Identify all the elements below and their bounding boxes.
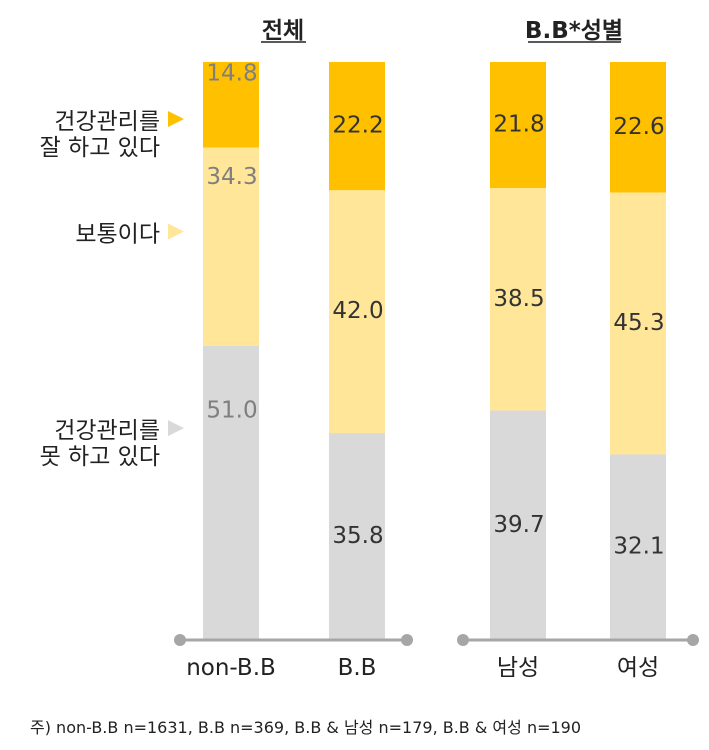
- value-label-2-1: 35.8: [332, 523, 383, 549]
- value-label-1-3: 45.3: [613, 310, 664, 336]
- category-label-non-b-b-0: non-B.B: [186, 655, 276, 681]
- group-title-total: 전체: [262, 18, 304, 44]
- series-label-0-line-0: 건강관리를: [54, 109, 160, 135]
- series-label-2-line-0: 건강관리를: [54, 418, 160, 444]
- bar-segment-1-3: [610, 192, 666, 455]
- category-label-cat-2: 남성: [497, 655, 539, 681]
- value-label-0-1: 22.2: [332, 113, 383, 139]
- bar-segment-1-1: [329, 190, 385, 434]
- series-label-2-line-1: 못 하고 있다: [40, 444, 160, 470]
- axis-dot-0-1: [401, 634, 413, 646]
- footnote: 주) non-B.B n=1631, B.B n=369, B.B & 남성 n…: [30, 718, 582, 737]
- value-label-0-3: 22.6: [613, 114, 664, 140]
- bar-segment-2-1: [329, 433, 385, 640]
- axis-dot-1-1: [687, 634, 699, 646]
- category-label-b-b-1: B.B: [338, 655, 377, 681]
- bar-segment-0-0: [203, 62, 259, 148]
- bar-segment-2-0: [203, 345, 259, 641]
- series-arrow-0: [168, 111, 184, 127]
- value-label-2-0: 51.0: [206, 397, 257, 423]
- value-label-0-0: 14.8: [206, 61, 257, 87]
- value-label-2-2: 39.7: [493, 512, 544, 538]
- bar-segment-2-3: [610, 454, 666, 640]
- axes-layer: non-B.B B.B 남성 여성: [174, 634, 699, 681]
- group-title-bb-gender: B.B*성별: [525, 18, 623, 44]
- bar-segment-2-2: [490, 410, 546, 640]
- series-label-0-line-1: 잘 하고 있다: [40, 135, 160, 161]
- value-label-0-2: 21.8: [493, 112, 544, 138]
- bar-segment-1-0: [203, 147, 259, 346]
- bar-segment-0-2: [490, 62, 546, 189]
- axis-dot-0-0: [174, 634, 186, 646]
- bars-layer: [203, 62, 666, 641]
- series-arrow-1: [168, 223, 184, 240]
- bar-segment-0-1: [329, 62, 385, 191]
- value-label-1-2: 38.5: [493, 286, 544, 312]
- bar-segment-1-2: [490, 188, 546, 411]
- axis-dot-1-0: [457, 634, 469, 646]
- labels-layer: 14.8 34.3 51.0 22.2 42.0 35.8 21.8 38.5 39.7 22.6…: [40, 61, 665, 560]
- bar-segment-0-3: [610, 62, 666, 193]
- value-label-1-0: 34.3: [206, 164, 257, 190]
- value-label-2-3: 32.1: [613, 534, 664, 560]
- series-arrow-2: [168, 420, 184, 437]
- category-label-cat-3: 여성: [617, 655, 659, 681]
- value-label-1-1: 42.0: [332, 298, 383, 324]
- series-label-1-line-0: 보통이다: [75, 222, 160, 248]
